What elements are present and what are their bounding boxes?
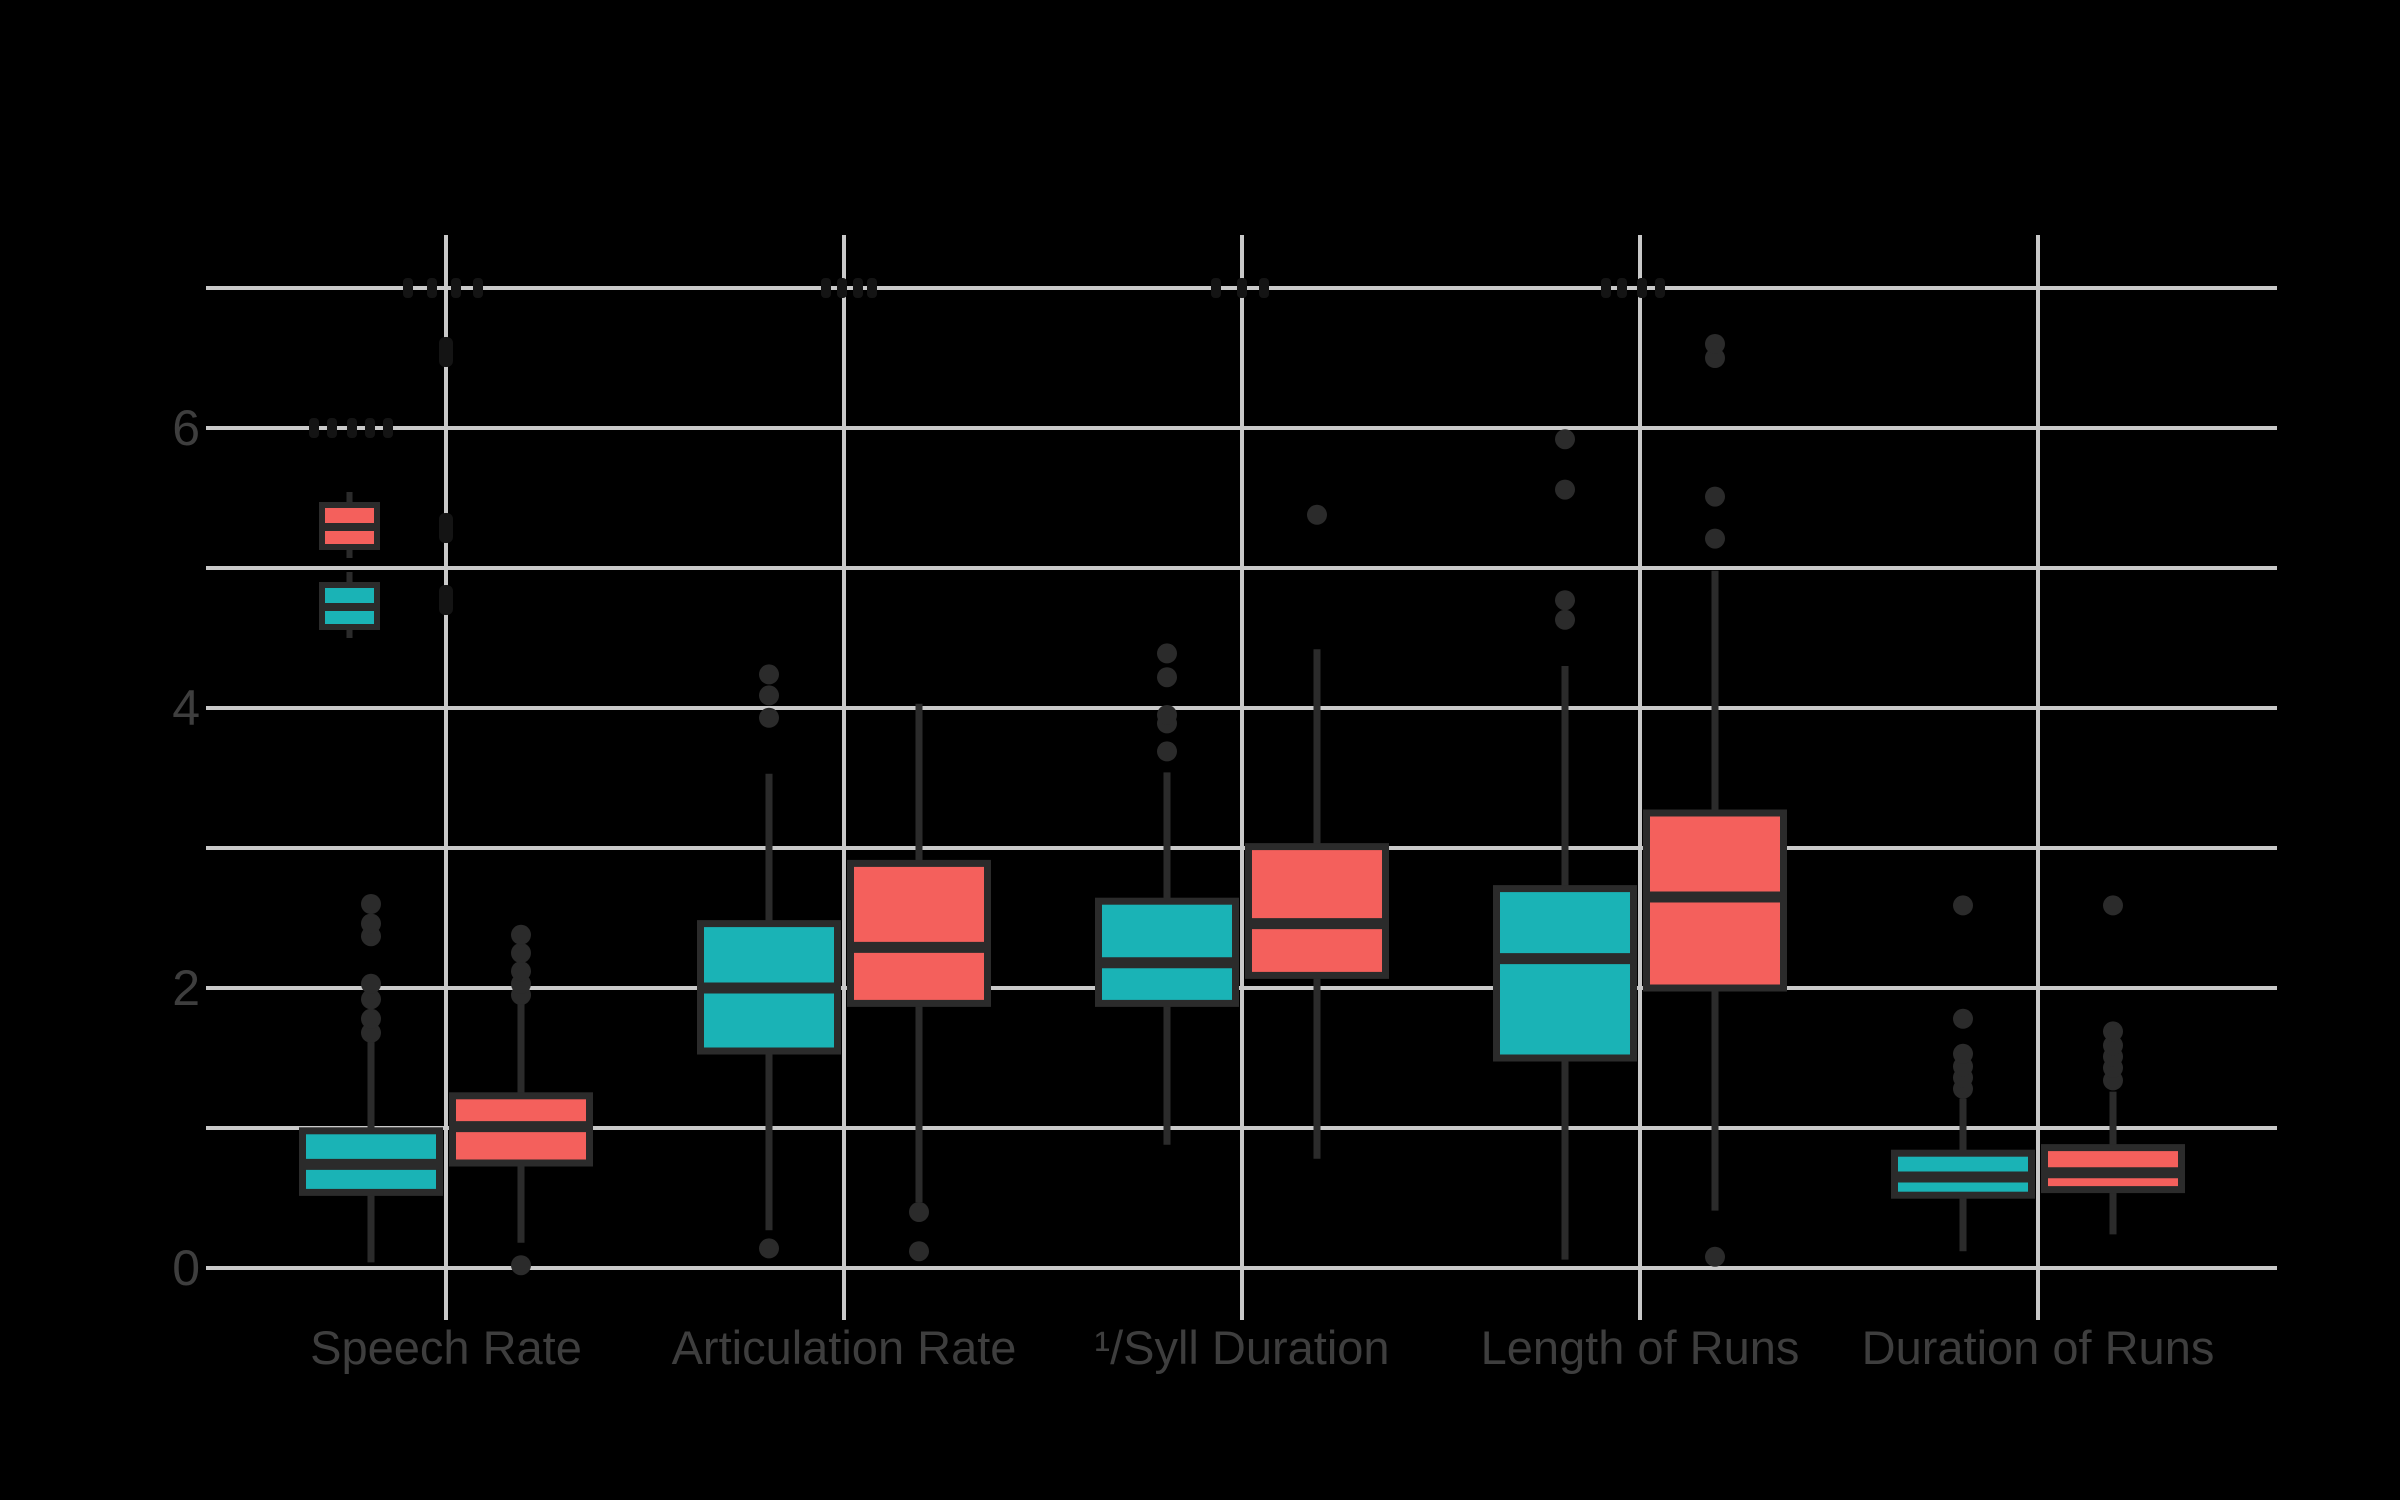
outlier-dot-articulation-rate-teal bbox=[759, 1238, 779, 1259]
gridline-text-fragment bbox=[403, 278, 413, 298]
box-syll-duration-red bbox=[1245, 843, 1389, 979]
gridline-text-fragment bbox=[821, 278, 831, 298]
outlier-dot-speech-rate-red bbox=[511, 943, 531, 963]
outlier-dot-syll-duration-teal bbox=[1157, 741, 1177, 762]
outlier-dot-articulation-rate-red bbox=[909, 1241, 929, 1262]
outlier-dot-length-of-runs-red bbox=[1705, 348, 1725, 368]
outlier-dot-length-of-runs-teal bbox=[1555, 479, 1575, 500]
outlier-dot-duration-of-runs-red bbox=[2103, 895, 2123, 916]
gridline-text-fragment bbox=[837, 278, 847, 298]
outlier-dot-length-of-runs-red bbox=[1705, 528, 1725, 549]
y-tick-label-2: 2 bbox=[172, 960, 200, 1016]
gridline-text-fragment bbox=[347, 418, 357, 438]
gridline-text-fragment bbox=[1617, 278, 1627, 298]
outlier-dot-speech-rate-teal bbox=[361, 1008, 381, 1029]
outlier-dot-speech-rate-teal bbox=[361, 1022, 381, 1043]
outlier-dot-articulation-rate-teal bbox=[759, 664, 779, 685]
y-tick-label-4: 4 bbox=[172, 680, 200, 736]
gridline-text-fragment bbox=[1637, 278, 1647, 298]
outlier-dot-duration-of-runs-red bbox=[2103, 1021, 2123, 1042]
outlier-dot-duration-of-runs-teal bbox=[1953, 1043, 1973, 1064]
outlier-dot-length-of-runs-red bbox=[1705, 486, 1725, 507]
outlier-dot-length-of-runs-teal bbox=[1555, 429, 1575, 450]
gridline-text-fragment bbox=[1655, 278, 1665, 298]
box-syll-duration-teal bbox=[1095, 897, 1239, 1007]
gridline-text-fragment bbox=[1211, 278, 1221, 298]
outlier-dot-articulation-rate-red bbox=[909, 1202, 929, 1222]
outlier-dot-duration-of-runs-red bbox=[2103, 1035, 2123, 1056]
outlier-dot-speech-rate-teal bbox=[361, 989, 381, 1010]
gridline-text-fragment bbox=[439, 585, 453, 615]
outlier-dot-articulation-rate-teal bbox=[759, 707, 779, 728]
x-axis-label-speech-rate: Speech Rate bbox=[310, 1321, 582, 1374]
outlier-dot-syll-duration-teal bbox=[1157, 643, 1177, 664]
gridline-text-fragment bbox=[473, 278, 483, 298]
outlier-dot-speech-rate-red bbox=[511, 1255, 531, 1276]
outlier-dot-speech-rate-teal bbox=[361, 913, 381, 934]
gridline-text-fragment bbox=[867, 278, 877, 298]
gridline-text-fragment bbox=[427, 278, 437, 298]
box-length-of-runs-teal bbox=[1493, 885, 1637, 1062]
outlier-dot-articulation-rate-teal bbox=[759, 685, 779, 706]
outlier-dot-length-of-runs-teal bbox=[1555, 609, 1575, 630]
box-articulation-rate-red bbox=[847, 859, 991, 1007]
gridline-text-fragment bbox=[365, 418, 375, 438]
outlier-dot-syll-duration-teal bbox=[1157, 667, 1177, 688]
gridline-text-fragment bbox=[309, 418, 319, 438]
x-axis-label-length-of-runs: Length of Runs bbox=[1481, 1321, 1800, 1374]
outlier-dot-speech-rate-teal bbox=[361, 894, 381, 914]
gridline-text-fragment bbox=[1259, 278, 1269, 298]
outlier-dot-length-of-runs-red bbox=[1705, 334, 1725, 354]
x-axis-label-duration-of-runs: Duration of Runs bbox=[1862, 1321, 2215, 1374]
gridline-text-fragment bbox=[327, 418, 337, 438]
outlier-dot-syll-duration-red bbox=[1307, 504, 1327, 525]
gridline-text-fragment bbox=[1237, 278, 1247, 298]
gridline-text-fragment bbox=[383, 418, 393, 438]
outlier-dot-speech-rate-red bbox=[511, 961, 531, 982]
gridline-text-fragment bbox=[451, 278, 461, 298]
outlier-dot-duration-of-runs-teal bbox=[1953, 1008, 1973, 1029]
y-tick-label-6: 6 bbox=[172, 400, 200, 456]
gridline-text-fragment bbox=[1601, 278, 1611, 298]
outlier-dot-duration-of-runs-teal bbox=[1953, 895, 1973, 916]
gridline-text-fragment bbox=[439, 337, 453, 367]
outlier-dot-speech-rate-red bbox=[511, 924, 531, 945]
outlier-dot-syll-duration-teal bbox=[1157, 705, 1177, 725]
y-tick-label-0: 0 bbox=[172, 1240, 200, 1296]
gridline-text-fragment bbox=[439, 513, 453, 543]
x-axis-label-articulation-rate: Articulation Rate bbox=[672, 1321, 1017, 1374]
gridline-text-fragment bbox=[853, 278, 863, 298]
outlier-dot-length-of-runs-red bbox=[1705, 1246, 1725, 1267]
x-axis-label-syll-duration: ¹/Syll Duration bbox=[1094, 1321, 1389, 1374]
outlier-dot-length-of-runs-teal bbox=[1555, 590, 1575, 611]
outlier-dot-speech-rate-teal bbox=[361, 973, 381, 994]
